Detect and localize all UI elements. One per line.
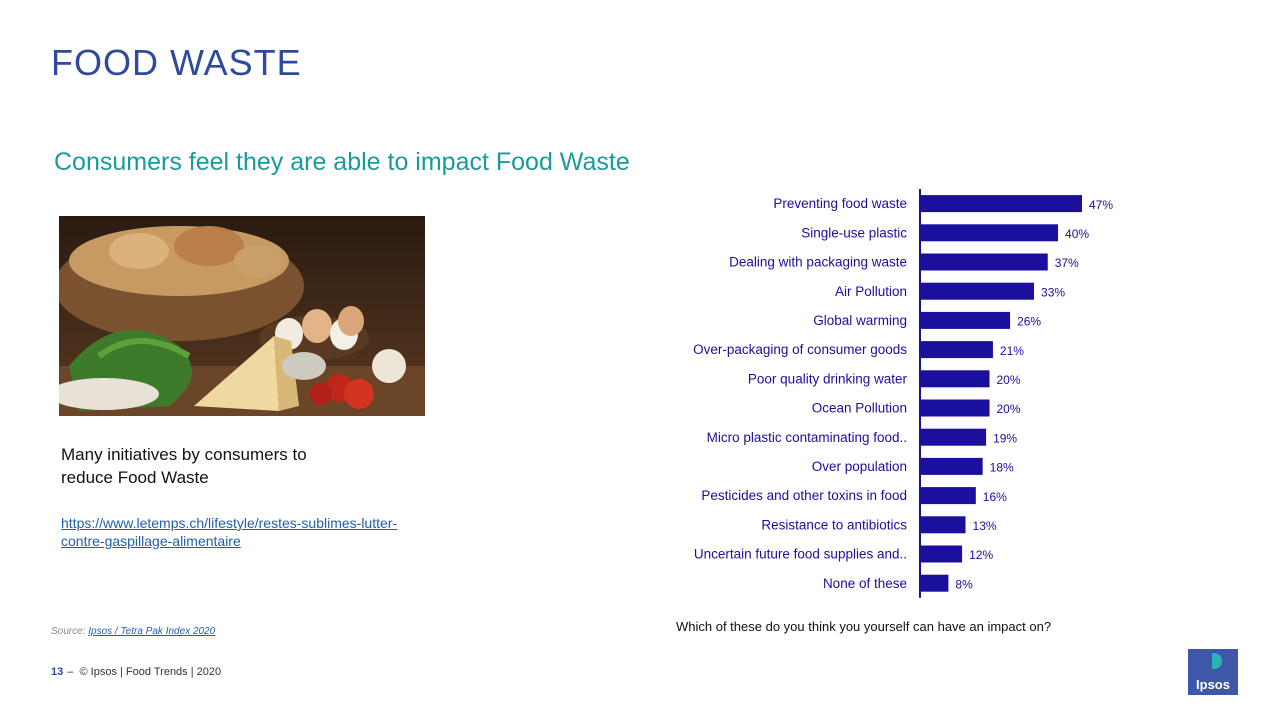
category-label: Pesticides and other toxins in food bbox=[701, 488, 907, 503]
category-label: Resistance to antibiotics bbox=[761, 517, 907, 532]
data-label: 18% bbox=[990, 461, 1014, 475]
category-label: Micro plastic contaminating food.. bbox=[707, 430, 907, 445]
category-label: Single-use plastic bbox=[801, 225, 907, 240]
data-label: 26% bbox=[1017, 315, 1041, 329]
data-label: 33% bbox=[1041, 285, 1065, 299]
category-label: Over-packaging of consumer goods bbox=[693, 342, 907, 357]
bar bbox=[921, 195, 1082, 213]
data-label: 40% bbox=[1065, 227, 1089, 241]
footer-copyright: © Ipsos | Food Trends | 2020 bbox=[79, 666, 222, 678]
data-label: 12% bbox=[969, 548, 993, 562]
bar bbox=[921, 399, 990, 417]
bar bbox=[921, 574, 949, 592]
data-label: 16% bbox=[983, 490, 1007, 504]
survey-question: Which of these do you think you yourself… bbox=[676, 619, 1052, 634]
page-number: 13 bbox=[51, 666, 64, 678]
logo-accent-shape bbox=[1212, 653, 1222, 669]
food-photo-illustration bbox=[59, 216, 425, 416]
category-label: Preventing food waste bbox=[773, 196, 907, 211]
source-note: Source: Ipsos / Tetra Pak Index 2020 bbox=[51, 626, 215, 637]
category-label: Poor quality drinking water bbox=[748, 371, 908, 386]
bar bbox=[921, 545, 963, 563]
data-label: 21% bbox=[1000, 344, 1024, 358]
category-label: Dealing with packaging waste bbox=[729, 255, 907, 270]
data-label: 20% bbox=[997, 402, 1021, 416]
category-label: None of these bbox=[823, 576, 907, 591]
bar bbox=[921, 370, 990, 388]
category-label: Over population bbox=[812, 459, 907, 474]
category-label: Ocean Pollution bbox=[812, 401, 907, 416]
initiatives-text: Many initiatives by consumers to reduce … bbox=[61, 445, 307, 487]
bar bbox=[921, 487, 976, 505]
bar bbox=[921, 341, 993, 359]
category-label: Global warming bbox=[813, 313, 907, 328]
bar bbox=[921, 428, 987, 446]
data-label: 37% bbox=[1055, 256, 1079, 270]
source-label: Source: bbox=[51, 626, 86, 637]
category-label: Uncertain future food supplies and.. bbox=[694, 547, 907, 562]
footer: 13– © Ipsos | Food Trends | 2020 bbox=[51, 666, 221, 678]
ipsos-logo: Ipsos bbox=[1188, 649, 1238, 695]
food-photo bbox=[59, 216, 425, 416]
data-label: 19% bbox=[993, 431, 1017, 445]
bar bbox=[921, 253, 1048, 271]
data-label: 20% bbox=[997, 373, 1021, 387]
source-link[interactable]: Ipsos / Tetra Pak Index 2020 bbox=[88, 626, 216, 637]
logo-text: Ipsos bbox=[1196, 677, 1230, 692]
page-title: FOOD WASTE bbox=[51, 42, 302, 83]
data-label: 13% bbox=[973, 519, 997, 533]
bar bbox=[921, 457, 983, 475]
data-label: 47% bbox=[1089, 198, 1113, 212]
bar bbox=[921, 282, 1035, 300]
bar bbox=[921, 516, 966, 534]
impact-bar-chart: Preventing food waste 47% Single-use plast… bbox=[693, 189, 1113, 598]
category-label: Air Pollution bbox=[835, 284, 907, 299]
data-label: 8% bbox=[955, 577, 973, 591]
article-link[interactable]: https://www.letemps.ch/lifestyle/restes-… bbox=[61, 515, 398, 549]
footer-dash: – bbox=[67, 666, 74, 678]
bar bbox=[921, 224, 1059, 242]
bar bbox=[921, 311, 1011, 329]
page-subtitle: Consumers feel they are able to impact F… bbox=[54, 148, 630, 176]
